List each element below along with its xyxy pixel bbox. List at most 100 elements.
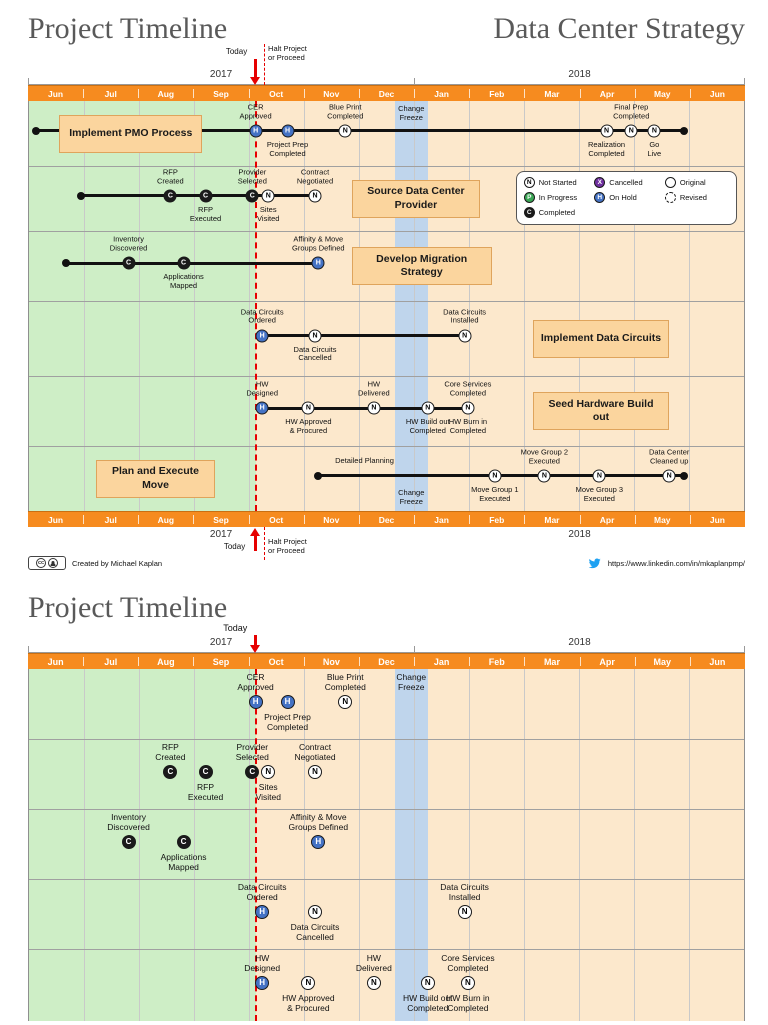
- month-gridline: [414, 101, 415, 511]
- month-gridline: [304, 101, 305, 511]
- year-tick: [744, 646, 745, 653]
- month-label: Jun: [709, 88, 725, 99]
- month-tick: [524, 515, 526, 524]
- month-gridline: [139, 101, 140, 511]
- legend-item: P In Progress: [523, 192, 589, 203]
- month-gridline: [139, 669, 140, 1021]
- lane-divider: [29, 879, 744, 880]
- month-tick: [303, 89, 305, 98]
- month-tick: [634, 657, 636, 666]
- milestone-label: Move Group 2 Executed: [520, 447, 569, 466]
- milestone-label: Data Circuits Cancelled: [290, 921, 340, 942]
- milestone-marker: N: [488, 469, 502, 483]
- milestone-label: Data Circuits Ordered: [237, 881, 287, 902]
- stage-label-box: Plan and Execute Move: [95, 459, 216, 498]
- shape-icon-revised: [664, 192, 676, 203]
- month-gridline: [359, 101, 360, 511]
- cc-license-badge[interactable]: cc: [28, 556, 66, 570]
- milestone-label: Project Prep Completed: [266, 139, 309, 158]
- legend-label: In Progress: [538, 193, 578, 202]
- milestone-marker: C: [199, 189, 213, 203]
- month-label: Nov: [323, 514, 340, 525]
- month-tick: [138, 515, 140, 524]
- milestone-marker: H: [311, 256, 325, 270]
- month-tick: [579, 515, 581, 524]
- milestone-marker: N: [366, 975, 381, 990]
- today-arrow-stem: [254, 59, 257, 79]
- milestone-marker: C: [163, 189, 177, 203]
- today-arrow-head: [250, 645, 261, 653]
- milestone-endpoint-dot: [32, 126, 41, 135]
- cc-icon: cc: [36, 558, 46, 568]
- past-region: [29, 101, 256, 511]
- legend-item: H On Hold: [594, 192, 659, 203]
- change-freeze-label: Change Freeze: [396, 672, 427, 693]
- milestone-marker: N: [301, 975, 316, 990]
- future-region: [255, 101, 744, 511]
- month-label: Jun: [48, 88, 64, 99]
- legend-item: C Completed: [523, 207, 589, 218]
- month-gridline: [689, 669, 690, 1021]
- today-arrow-head: [250, 528, 261, 536]
- legend-column: N Not Started P In Progress C Completed: [523, 177, 589, 219]
- future-region: [255, 669, 744, 1021]
- month-gridline: [523, 101, 525, 511]
- month-tick: [248, 89, 250, 98]
- lane-divider: [29, 739, 744, 740]
- month-label: Apr: [599, 656, 615, 667]
- milestone-label: Contract Negotiated: [296, 167, 334, 186]
- month-label: Feb: [489, 514, 505, 525]
- page-title: Project Timeline: [28, 12, 228, 45]
- slide-1: Project Timeline Data Center Strategy 20…: [0, 0, 768, 585]
- year-label: 2018: [568, 529, 591, 540]
- milestone-label: Realization Completed: [587, 139, 626, 158]
- change-freeze-label: Change Freeze: [398, 488, 425, 506]
- month-label: Jul: [104, 514, 117, 525]
- today-label: Today: [223, 623, 248, 633]
- month-gridline: [84, 669, 85, 1021]
- today-label: Today: [225, 47, 248, 56]
- page-subtitle: Data Center Strategy: [493, 12, 745, 45]
- month-tick: [469, 89, 471, 98]
- milestone-marker: N: [624, 124, 638, 138]
- year-axis: 2017 2018: [28, 635, 745, 653]
- milestone-line: [262, 334, 465, 337]
- milestone-line: [36, 129, 684, 133]
- today-line: [254, 669, 257, 1021]
- month-label: Aug: [157, 656, 175, 667]
- legend-item: Revised: [664, 192, 730, 203]
- month-tick: [358, 515, 360, 524]
- milestone-label: Project Prep Completed: [264, 711, 311, 732]
- lane-divider: [29, 809, 744, 810]
- year-label: 2017: [209, 637, 233, 648]
- month-tick: [469, 515, 471, 524]
- milestone-endpoint-dot: [314, 471, 323, 480]
- milestone-label: RFP Executed: [189, 204, 222, 223]
- month-gridline: [579, 669, 580, 1021]
- milestone-label: Data Circuits Ordered: [240, 306, 284, 325]
- month-gridline: [194, 101, 195, 511]
- month-label: Sep: [213, 514, 229, 525]
- milestone-marker: N: [261, 189, 275, 203]
- milestone-label: CER Approved: [237, 671, 274, 692]
- twitter-icon[interactable]: [587, 557, 602, 570]
- month-gridline: [469, 101, 470, 511]
- milestone-label: Inventory Discovered: [109, 234, 148, 253]
- milestone-label: Inventory Discovered: [107, 811, 150, 832]
- milestone-marker: H: [280, 694, 295, 709]
- month-label: Aug: [157, 88, 175, 99]
- year-axis: 2017 2018: [28, 58, 745, 85]
- timeline-plot: Change Freeze H CER Approved H Project Prep …: [28, 669, 745, 1021]
- milestone-label: CER Approved: [239, 102, 272, 121]
- lane-divider: [29, 376, 744, 377]
- milestone-label: HW Designed: [244, 952, 281, 973]
- milestone-label: Detailed Planning: [335, 456, 394, 466]
- milestone-label: HW Approved & Procured: [282, 992, 335, 1013]
- milestone-label: Data Center Cleaned up: [648, 447, 690, 466]
- month-label: May: [653, 656, 672, 667]
- linkedin-url[interactable]: https://www.linkedin.com/in/mkaplanpmp/: [607, 558, 745, 568]
- lane-divider: [29, 301, 744, 302]
- legend-label: On Hold: [609, 193, 637, 202]
- milestone-label: Provider Selected: [235, 741, 269, 762]
- month-label: May: [653, 88, 671, 99]
